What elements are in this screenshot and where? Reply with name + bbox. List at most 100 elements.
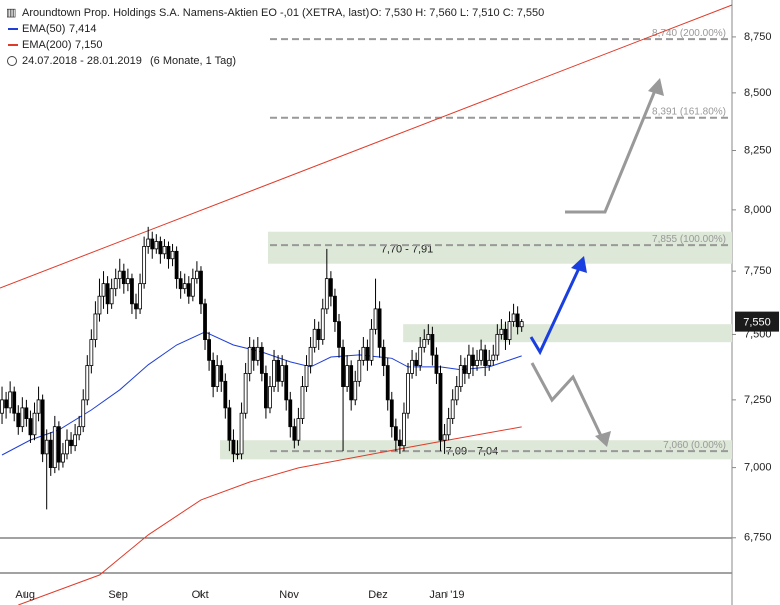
- candle-body: [73, 434, 78, 447]
- candle-body: [324, 278, 329, 310]
- candle-body: [211, 359, 216, 388]
- candle-body: [0, 399, 4, 414]
- y-tick-label: 7,000: [744, 462, 772, 474]
- candle-body: [296, 418, 301, 441]
- candle-body: [195, 270, 199, 280]
- y-tick-label: 8,000: [744, 204, 772, 216]
- candle-body: [389, 399, 394, 428]
- candle-body: [32, 412, 37, 436]
- quote: O: 7,530 H: 7,560 L: 7,510 C: 7,550: [370, 7, 544, 19]
- candle-body: [353, 380, 358, 401]
- candle-body: [264, 373, 268, 409]
- candle-body: [28, 418, 33, 436]
- candle-body: [219, 365, 224, 382]
- candle-body: [178, 278, 183, 290]
- title: Aroundtown Prop. Holdings S.A. Namens-Ak…: [22, 7, 369, 19]
- candle-body: [81, 399, 86, 428]
- candle-body: [12, 391, 17, 414]
- candle-body: [475, 359, 479, 366]
- candle-body: [377, 308, 382, 348]
- candle-body: [316, 328, 321, 340]
- y-tick-label: 8,250: [744, 144, 772, 156]
- candle-body: [255, 346, 260, 361]
- candle-body: [190, 278, 195, 297]
- arrow-target: [565, 87, 658, 214]
- arrowhead: [571, 256, 587, 273]
- candle-body: [357, 359, 362, 382]
- candle-body: [44, 439, 49, 455]
- candle-body: [251, 346, 256, 361]
- candle-body: [36, 399, 41, 414]
- candle-body: [93, 313, 98, 340]
- candle-body: [300, 386, 305, 419]
- candle-body: [288, 399, 293, 428]
- candle-body: [341, 346, 345, 388]
- candle-body: [61, 453, 65, 463]
- candle-body: [48, 439, 53, 469]
- candle-body: [483, 349, 488, 366]
- candle-body: [101, 283, 106, 297]
- candle-body: [182, 283, 187, 290]
- candle-body: [109, 288, 114, 305]
- x-tick-label: Aug: [15, 589, 35, 601]
- candle-body: [479, 349, 483, 361]
- candle-body: [203, 303, 207, 340]
- candle-body: [158, 241, 163, 255]
- candle-body: [69, 439, 73, 447]
- candle-body: [312, 328, 317, 348]
- legend-label: EMA(50): [22, 23, 65, 35]
- zone-label: 7,70 - 7,91: [381, 244, 434, 256]
- price-tag-label: 7,550: [743, 317, 771, 329]
- fib-label: 8,391 (161.80%): [652, 106, 726, 117]
- legend-value: 7,414: [69, 23, 97, 35]
- candle-body: [511, 313, 516, 323]
- candle-body: [170, 250, 175, 260]
- legend-value: 7,150: [75, 39, 103, 51]
- candle-body: [121, 270, 126, 285]
- arrowhead: [648, 78, 664, 96]
- ema-line: [18, 426, 522, 605]
- candle-body: [495, 334, 500, 356]
- candle-body: [442, 434, 447, 441]
- candle-body: [85, 365, 90, 401]
- candle-body: [243, 373, 248, 414]
- marks: [0, 226, 524, 605]
- fib-label: 8,740 (200.00%): [652, 28, 726, 39]
- candle-body: [162, 246, 167, 255]
- candle-body: [418, 346, 423, 366]
- candle-body: [491, 354, 496, 361]
- period: 24.07.2018 - 28.01.2019: [22, 55, 142, 67]
- candle-body: [385, 365, 390, 401]
- x-tick-label: Okt: [192, 589, 209, 601]
- candle-body: [4, 399, 8, 409]
- zone: [403, 324, 732, 343]
- candle-body: [174, 250, 179, 280]
- period-note: (6 Monate, 1 Tag): [150, 55, 236, 67]
- fib-label: 7,060 (0.00%): [663, 440, 726, 451]
- candle-body: [24, 407, 29, 419]
- candle-body: [276, 359, 281, 382]
- candle-body: [65, 439, 69, 455]
- legend-label: EMA(200): [22, 39, 72, 51]
- candle-body: [207, 339, 211, 361]
- candle-body: [381, 346, 386, 366]
- candle-body: [438, 373, 443, 441]
- candle-body: [227, 407, 232, 441]
- candle-body: [223, 380, 228, 409]
- candle-body: [56, 426, 61, 463]
- x-tick-label: Dez: [368, 589, 388, 601]
- candle-body: [142, 246, 147, 285]
- candle-body: [89, 339, 94, 366]
- arrow-down: [530, 362, 604, 439]
- candle-body: [272, 359, 276, 388]
- candle-body: [398, 439, 402, 447]
- candle-body: [308, 346, 313, 366]
- candle-body: [515, 313, 520, 328]
- candle-body: [333, 295, 337, 323]
- candle-body: [320, 308, 325, 340]
- candle-body: [434, 354, 439, 374]
- candle-body: [519, 321, 524, 328]
- y-tick-label: 7,250: [744, 394, 772, 406]
- candle-body: [199, 270, 203, 305]
- arrows: [529, 78, 664, 447]
